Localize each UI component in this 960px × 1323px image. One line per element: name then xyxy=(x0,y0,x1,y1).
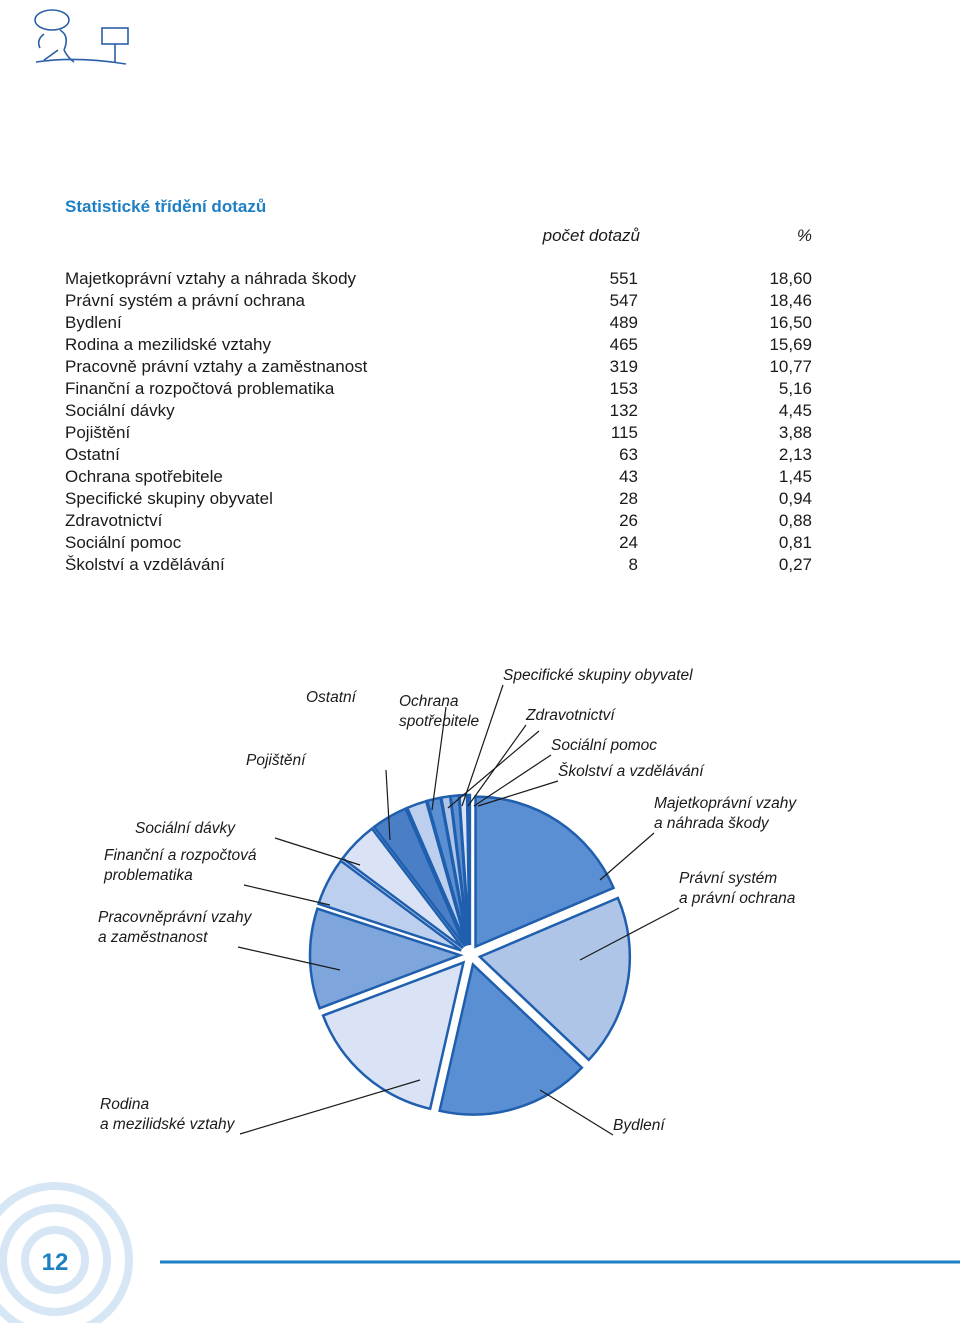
row-name: Sociální pomoc xyxy=(65,533,182,552)
table: Majetkoprávní vztahy a náhrada škody 551 1… xyxy=(65,269,812,574)
pie-label: Sociální pomoc xyxy=(551,737,657,754)
leader-line xyxy=(237,946,341,971)
footer-decoration xyxy=(0,1182,133,1323)
leader-line xyxy=(539,1089,614,1136)
pie-slice xyxy=(466,793,472,946)
pie-slice xyxy=(438,962,584,1116)
pie-label: Ochrana xyxy=(399,693,459,710)
row-count: 8 xyxy=(629,555,638,574)
pie-label: Pracovněprávní vzahy xyxy=(98,909,253,926)
row-name: Rodina a mezilidské vztahy xyxy=(65,335,271,354)
logo xyxy=(34,9,129,65)
row-percent: 0,81 xyxy=(779,533,812,552)
row-name: Právní systém a právní ochrana xyxy=(65,291,306,310)
row-count: 153 xyxy=(610,379,638,398)
row-count: 489 xyxy=(610,313,638,332)
pie-label: a náhrada škody xyxy=(654,815,770,832)
pie-label: Sociální dávky xyxy=(135,820,236,837)
pie-slice xyxy=(340,826,464,949)
row-count: 43 xyxy=(619,467,638,486)
pie-label: spotřebitele xyxy=(399,713,480,730)
leader-line xyxy=(385,769,391,841)
pie-label: Majetkoprávní vzahy xyxy=(654,795,797,812)
row-percent: 15,69 xyxy=(769,335,812,354)
column-header: počet dotazů xyxy=(542,226,641,245)
leader-line xyxy=(461,684,504,807)
row-percent: 5,16 xyxy=(779,379,812,398)
pie-slice xyxy=(321,960,466,1111)
row-percent: 16,50 xyxy=(769,313,812,332)
column-header: % xyxy=(797,226,812,245)
pie-chart: Majetkoprávní vzahy a náhrada škody Právní… xyxy=(98,667,797,1136)
row-count: 319 xyxy=(610,357,638,376)
row-count: 26 xyxy=(619,511,638,530)
leader-line xyxy=(473,754,552,807)
row-count: 63 xyxy=(619,445,638,464)
row-percent: 0,27 xyxy=(779,555,812,574)
row-name: Finanční a rozpočtová problematika xyxy=(65,379,335,398)
row-name: Školství a vzdělávání xyxy=(65,555,225,574)
pie-label: Zdravotnictví xyxy=(525,707,616,724)
row-percent: 0,94 xyxy=(779,489,812,508)
row-name: Majetkoprávní vztahy a náhrada škody xyxy=(65,269,357,288)
pie-label: Bydlení xyxy=(613,1117,666,1134)
leader-line xyxy=(274,837,361,866)
pie-slice xyxy=(316,859,462,952)
section-title: Statistické třídění dotazů xyxy=(65,197,266,216)
leader-line xyxy=(243,884,331,906)
pie-label: problematika xyxy=(103,867,193,884)
pie-label: a právní ochrana xyxy=(679,890,796,907)
leader-line xyxy=(239,1079,421,1135)
pie-label: a zaměstnanost xyxy=(98,929,208,946)
row-count: 115 xyxy=(611,423,638,442)
row-name: Sociální dávky xyxy=(65,401,175,420)
pie-label: Rodina xyxy=(100,1096,149,1113)
row-count: 551 xyxy=(610,269,638,288)
row-percent: 4,45 xyxy=(779,401,812,420)
row-count: 24 xyxy=(619,533,638,552)
pie-label: Ostatní xyxy=(306,689,358,706)
pie-slice xyxy=(477,896,632,1062)
pie-label: Specifické skupiny obyvatel xyxy=(503,667,693,684)
row-count: 28 xyxy=(619,489,638,508)
leader-line xyxy=(431,706,447,811)
row-name: Bydlení xyxy=(65,313,122,332)
row-name: Zdravotnictví xyxy=(65,511,163,530)
leader-line xyxy=(579,907,680,961)
row-name: Ostatní xyxy=(65,445,120,464)
pie-label: Školství a vzdělávání xyxy=(558,763,705,780)
row-percent: 10,77 xyxy=(769,357,812,376)
row-percent: 2,13 xyxy=(779,445,812,464)
page-number: 12 xyxy=(42,1249,69,1276)
row-name: Pojištění xyxy=(65,423,130,442)
pie-label: a mezilidské vztahy xyxy=(100,1116,236,1133)
row-percent: 3,88 xyxy=(779,423,812,442)
row-percent: 1,45 xyxy=(779,467,812,486)
pie-label: Pojištění xyxy=(246,752,307,769)
pie-slice xyxy=(474,795,616,949)
leader-line xyxy=(599,832,655,881)
row-count: 465 xyxy=(610,335,638,354)
leader-line xyxy=(477,780,559,807)
pie-label: Právní systém xyxy=(679,870,777,887)
row-name: Ochrana spotřebitele xyxy=(65,467,223,486)
row-percent: 18,46 xyxy=(769,291,812,310)
row-count: 547 xyxy=(610,291,638,310)
leader-line xyxy=(467,724,527,807)
row-name: Specifické skupiny obyvatel xyxy=(65,489,273,508)
row-name: Pracovně právní vztahy a zaměstnanost xyxy=(65,357,368,376)
row-percent: 0,88 xyxy=(779,511,812,530)
row-count: 132 xyxy=(610,401,638,420)
pie-slice xyxy=(308,907,464,1010)
row-percent: 18,60 xyxy=(769,269,812,288)
pie-label: Finanční a rozpočtová xyxy=(104,847,257,864)
